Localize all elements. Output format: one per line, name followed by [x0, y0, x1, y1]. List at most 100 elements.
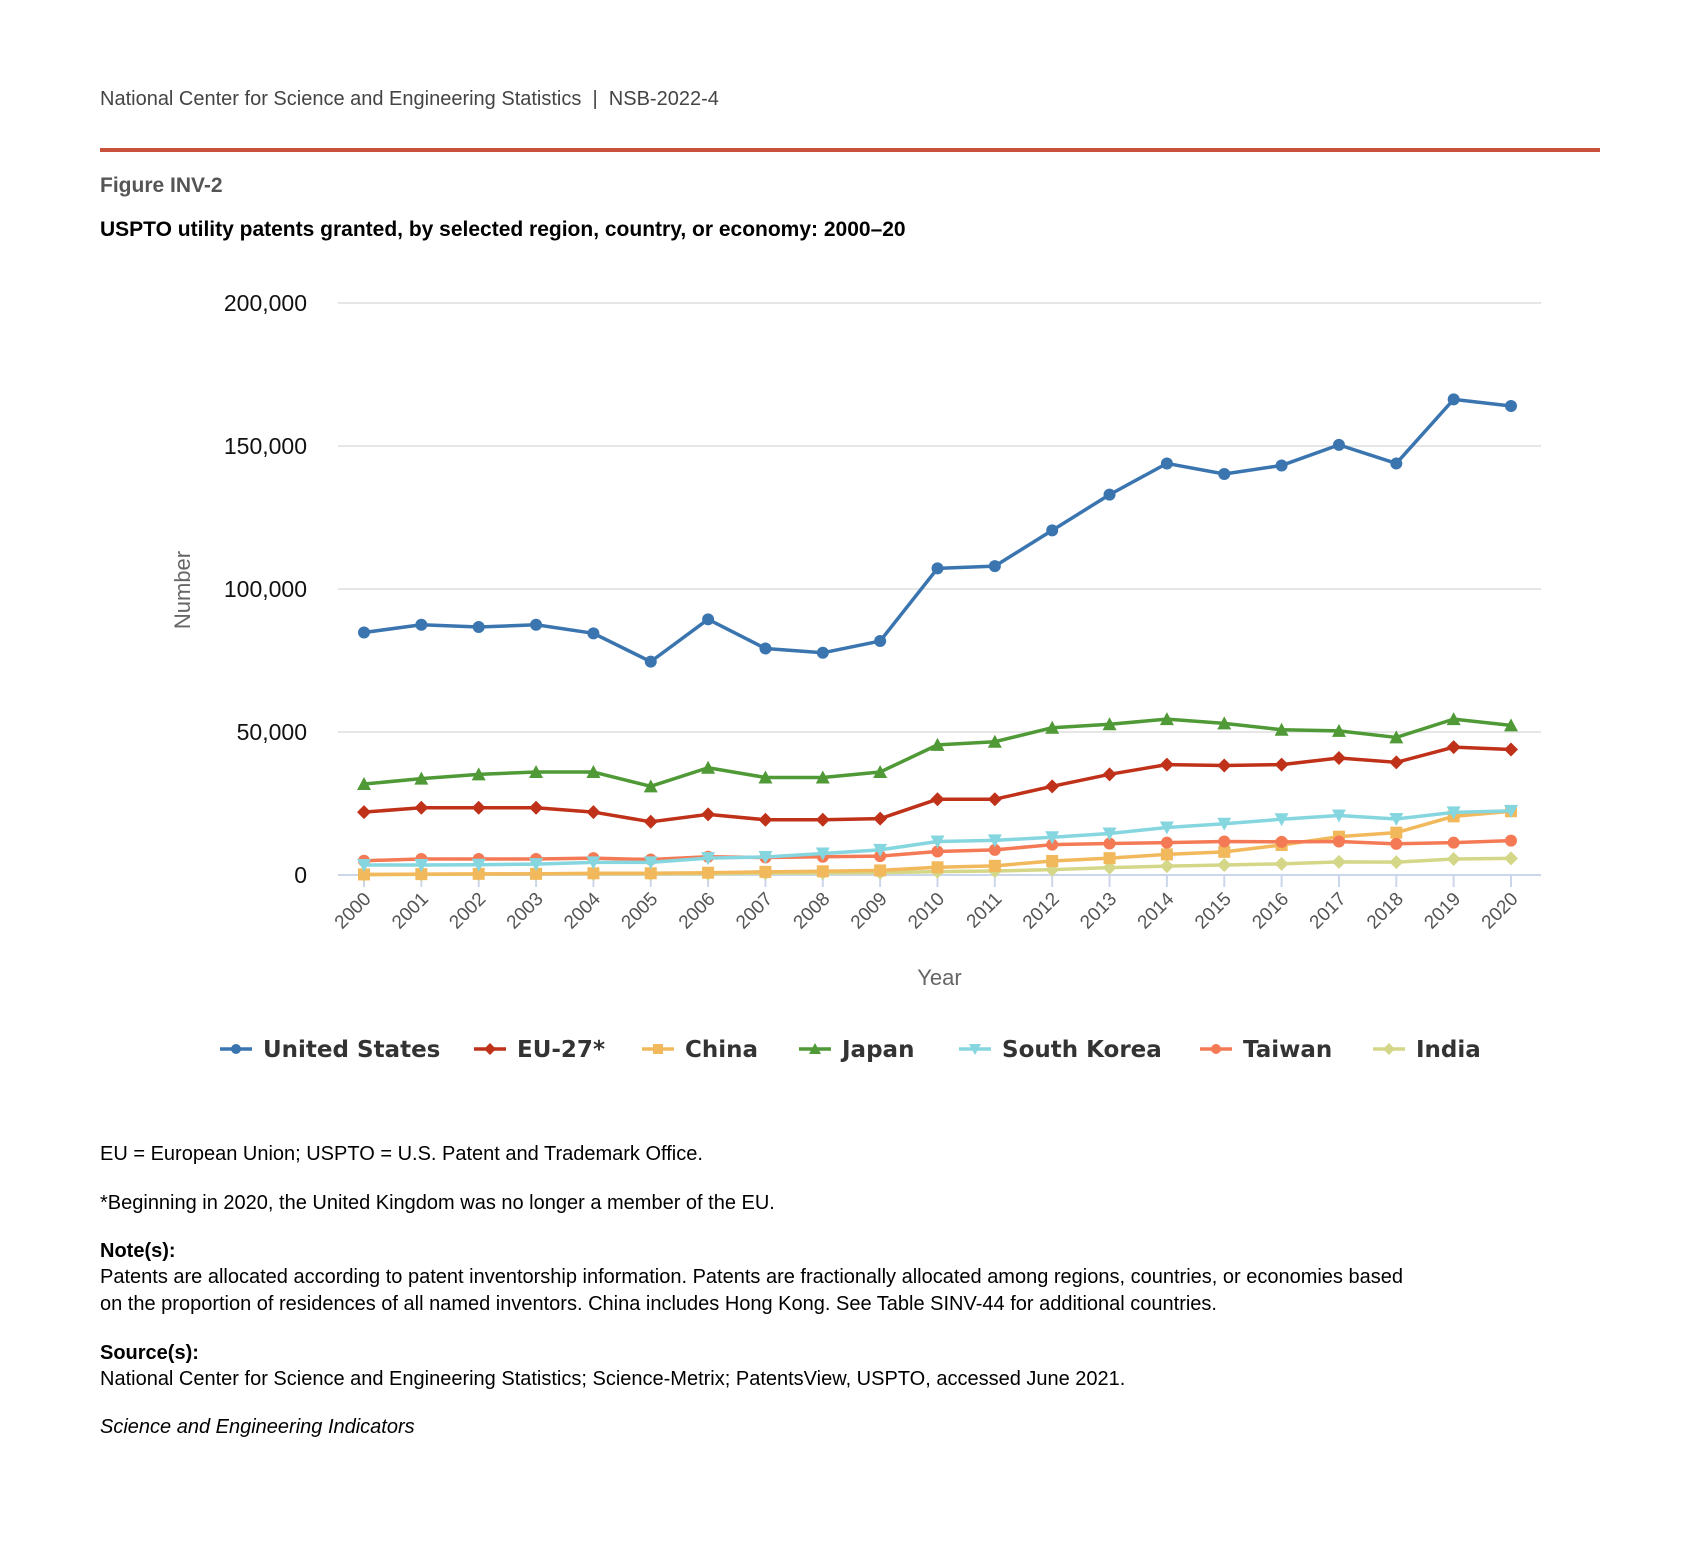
x-tick-label: 2007 [732, 889, 777, 934]
data-point-india [1217, 857, 1232, 872]
x-tick-label: 2015 [1191, 889, 1236, 934]
data-point-japan [1217, 716, 1232, 730]
data-point-china [759, 865, 772, 878]
data-point-eu-27 [1102, 767, 1117, 782]
data-point-japan [873, 765, 888, 779]
data-point-eu-27 [357, 805, 371, 820]
data-point-eu-27 [701, 807, 716, 822]
x-tick-label: 2014 [1134, 888, 1179, 933]
data-point-japan [414, 771, 429, 785]
x-tick-label: 2012 [1019, 889, 1064, 934]
abbreviations-note: EU = European Union; USPTO = U.S. Patent… [100, 1143, 703, 1165]
legend-label-china: China [685, 1037, 758, 1063]
y-axis-title: Number [170, 551, 195, 629]
data-point-south-korea [1331, 809, 1346, 823]
data-point-south-korea [471, 858, 486, 872]
data-point-taiwan [1160, 836, 1173, 849]
data-point-eu-27 [873, 811, 888, 826]
data-point-eu-27 [586, 805, 601, 820]
data-point-south-korea [701, 852, 716, 866]
data-point-south-korea [930, 835, 945, 849]
data-point-south-korea [529, 858, 544, 872]
data-point-india [1504, 851, 1518, 866]
legend-marker-united-states [231, 1044, 241, 1054]
data-point-south-korea [1217, 817, 1232, 831]
data-point-south-korea [1159, 821, 1174, 835]
data-point-china [472, 867, 485, 880]
data-point-japan [471, 767, 486, 781]
y-tick-label: 0 [294, 862, 307, 888]
data-point-china [874, 864, 887, 877]
data-point-japan [1102, 717, 1117, 731]
footnote: *Beginning in 2020, the United Kingdom w… [100, 1192, 775, 1214]
data-point-eu-27 [529, 800, 544, 815]
data-point-united-states [988, 560, 1001, 573]
data-point-eu-27 [1274, 757, 1289, 772]
legend-marker-china [653, 1044, 663, 1054]
data-point-china [1218, 845, 1231, 858]
legend-marker-japan [809, 1043, 821, 1054]
figure-label: Figure INV-2 [100, 174, 223, 197]
x-tick-label: 2010 [904, 889, 949, 934]
data-point-united-states [1046, 524, 1059, 537]
x-tick-label: 2006 [675, 889, 720, 934]
data-point-china [415, 868, 428, 881]
report-header: National Center for Science and Engineer… [100, 88, 719, 110]
x-tick-label: 2002 [445, 889, 490, 934]
data-point-japan [1159, 712, 1174, 726]
x-tick-label: 2017 [1306, 889, 1351, 934]
data-point-taiwan [931, 845, 944, 858]
legend-label-india: India [1416, 1037, 1481, 1063]
data-point-china [358, 868, 370, 881]
x-tick-label: 2003 [503, 889, 548, 934]
data-point-united-states [1447, 393, 1460, 406]
data-point-china [931, 861, 944, 874]
data-point-south-korea [414, 858, 429, 872]
data-point-eu-27 [643, 814, 658, 829]
x-tick-label: 2019 [1420, 889, 1465, 934]
data-point-united-states [415, 618, 428, 631]
data-point-taiwan [1447, 836, 1460, 849]
data-point-eu-27 [1217, 758, 1232, 773]
data-point-united-states [1505, 399, 1517, 412]
data-point-china [988, 859, 1001, 872]
data-point-japan [1045, 720, 1060, 734]
legend-marker-taiwan [1211, 1044, 1221, 1054]
data-point-japan [701, 760, 716, 774]
x-axis-title: Year [917, 965, 961, 990]
data-point-japan [586, 765, 601, 779]
data-point-south-korea [1504, 804, 1518, 818]
data-point-taiwan [1390, 837, 1403, 850]
data-point-india [1446, 851, 1461, 866]
data-point-united-states [530, 618, 543, 631]
y-tick-label: 150,000 [224, 433, 307, 459]
notes-heading: Note(s): [100, 1240, 176, 1262]
data-point-japan [1274, 722, 1289, 736]
legend-marker-eu-27 [484, 1043, 496, 1055]
x-tick-label: 2008 [790, 889, 835, 934]
x-tick-label: 2005 [618, 889, 663, 934]
data-point-united-states [1332, 438, 1345, 451]
y-tick-label: 50,000 [237, 719, 307, 745]
data-point-south-korea [1389, 812, 1404, 826]
data-point-eu-27 [1159, 757, 1174, 772]
sources-heading: Source(s): [100, 1342, 199, 1364]
data-point-eu-27 [1504, 742, 1518, 757]
data-point-united-states [1390, 457, 1403, 470]
data-point-eu-27 [987, 792, 1002, 807]
data-point-south-korea [1102, 827, 1117, 841]
data-point-japan [1504, 718, 1518, 732]
line-chart: 0 50,000 100,000 150,000 200,000 Number 2000 20… [170, 290, 1541, 1063]
notes-line-2: on the proportion of residences of all n… [100, 1293, 1217, 1315]
data-point-china [1390, 826, 1403, 839]
legend-label-japan: Japan [840, 1037, 914, 1063]
data-point-united-states [874, 635, 887, 648]
data-point-china [1103, 852, 1116, 865]
data-point-eu-27 [1331, 751, 1346, 766]
data-point-eu-27 [815, 812, 830, 827]
data-point-united-states [759, 642, 772, 655]
data-point-eu-27 [414, 800, 429, 815]
notes-line-1: Patents are allocated according to paten… [100, 1266, 1403, 1288]
data-point-south-korea [586, 856, 601, 870]
data-point-south-korea [1045, 831, 1060, 845]
